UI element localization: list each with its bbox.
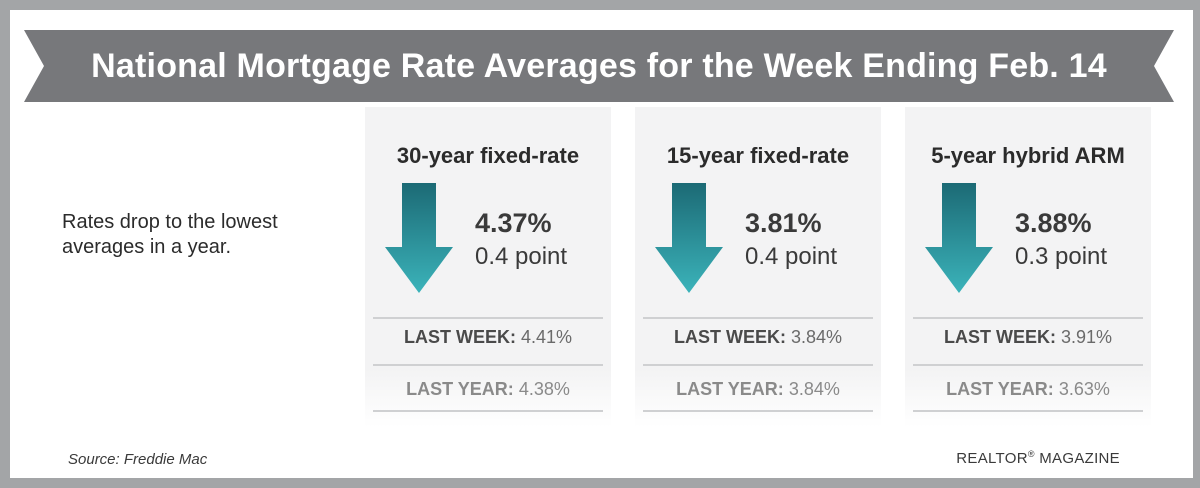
last-week-label: LAST WEEK: [943, 327, 1056, 347]
last-week-row: LAST WEEK: 3.91% [905, 327, 1151, 348]
last-year-value: 3.63% [1058, 379, 1110, 399]
divider [913, 410, 1143, 412]
last-year-row: LAST YEAR: 4.38% [365, 379, 611, 400]
card-title: 5-year hybrid ARM [931, 143, 1125, 168]
divider [913, 317, 1143, 319]
last-week-row: LAST WEEK: 3.84% [635, 327, 881, 348]
rate-change: 0.4 point [745, 243, 838, 270]
last-week-value: 3.91% [1060, 327, 1113, 347]
last-week-label: LAST WEEK: [403, 327, 516, 347]
registered-mark: ® [1027, 449, 1035, 459]
last-week-label: LAST WEEK: [673, 327, 786, 347]
rate-card-15-year: 15-year fixed-rate 3.81% 0.4 point LAST … [635, 107, 881, 427]
banner-ribbon-shape [24, 30, 1174, 102]
intro-text: Rates drop to the lowest averages in a y… [62, 211, 278, 258]
last-year-label: LAST YEAR: [676, 379, 784, 399]
last-week-row: LAST WEEK: 4.41% [365, 327, 611, 348]
last-year-row: LAST YEAR: 3.84% [635, 379, 881, 400]
brand-name: REALTOR [956, 450, 1028, 467]
last-week-value: 4.41% [520, 327, 573, 347]
page-title: National Mortgage Rate Averages for the … [91, 47, 1107, 85]
divider [913, 364, 1143, 366]
rate-change: 0.3 point [1015, 243, 1108, 270]
down-arrow-icon [385, 183, 453, 293]
last-year-label: LAST YEAR: [946, 379, 1054, 399]
last-week-value: 3.84% [790, 327, 843, 347]
divider [373, 364, 603, 366]
brand-suffix: MAGAZINE [1034, 450, 1120, 467]
divider [643, 364, 873, 366]
divider [643, 317, 873, 319]
current-rate: 3.88% [1015, 208, 1092, 238]
down-arrow-icon [925, 183, 993, 293]
last-year-row: LAST YEAR: 3.63% [905, 379, 1151, 400]
rate-change: 0.4 point [475, 243, 568, 270]
down-arrow-icon [655, 183, 723, 293]
divider [643, 410, 873, 412]
brand-logo: REALTOR® MAGAZINE [956, 449, 1120, 467]
current-rate: 4.37% [475, 208, 552, 238]
current-rate: 3.81% [745, 208, 822, 238]
card-title: 30-year fixed-rate [396, 143, 580, 168]
rate-card-5-year-arm: 5-year hybrid ARM 3.88% 0.3 point LAST W… [905, 107, 1151, 427]
title-banner: National Mortgage Rate Averages for the … [24, 30, 1174, 102]
last-year-value: 3.84% [788, 379, 840, 399]
source-note: Source: Freddie Mac [68, 451, 208, 468]
rate-card-30-year: 30-year fixed-rate 4.37% 0.4 point LAST … [365, 107, 611, 427]
divider [373, 317, 603, 319]
last-year-label: LAST YEAR: [406, 379, 514, 399]
divider [373, 410, 603, 412]
last-year-value: 4.38% [518, 379, 570, 399]
card-title: 15-year fixed-rate [666, 143, 850, 168]
